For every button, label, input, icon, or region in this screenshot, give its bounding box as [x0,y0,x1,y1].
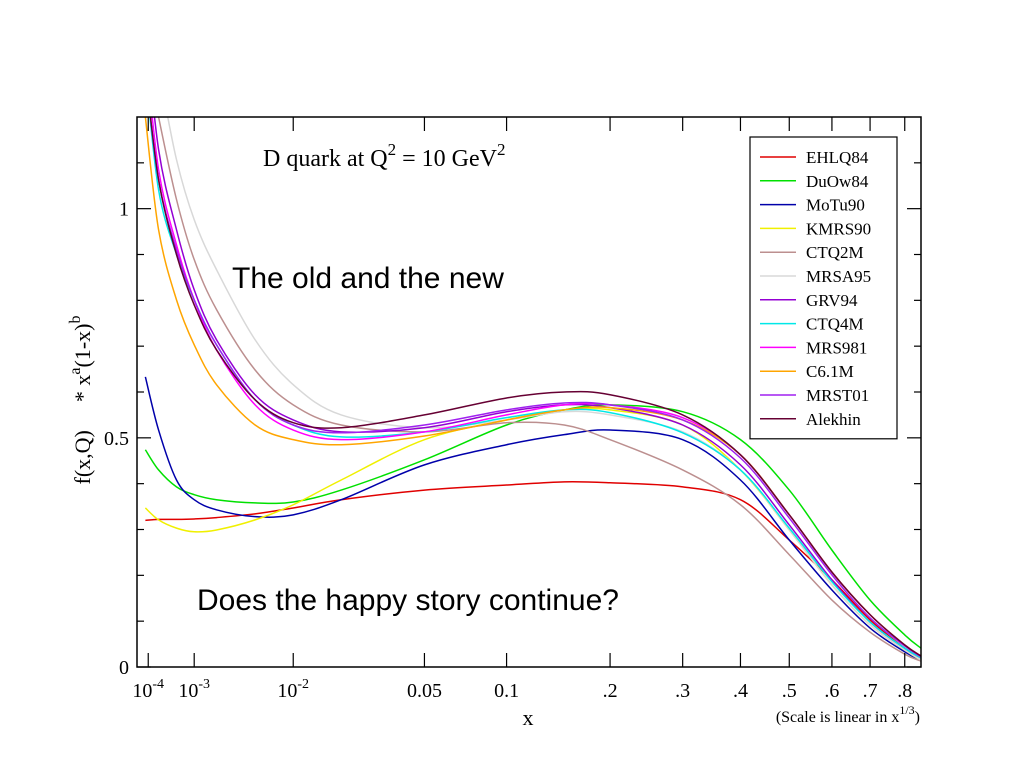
legend: EHLQ84 DuOw84 MoTu90 KMRS90 CTQ2M MRSA95 GRV94… [749,136,898,440]
legend-box [749,136,898,440]
legend-label: GRV94 [806,291,858,310]
x-tick-label-part: .2 [603,680,618,702]
ylabel-part: (1-x) [70,324,95,368]
x-tick-label-exponent: -3 [198,677,210,692]
legend-label: MRST01 [806,386,869,405]
legend-label: CTQ2M [806,243,864,262]
x-tick-label: 10-4 [132,677,164,702]
x-tick-label-part: .3 [675,680,690,702]
x-tick-label-part: .7 [863,680,878,702]
x-tick-label: 10-2 [277,677,309,702]
ylabel-part: a [67,368,84,375]
x-tick-label: .6 [824,680,839,702]
x-tick-label-exponent: -2 [297,677,309,692]
x-tick-label-part: 10 [178,680,198,702]
y-tick-label: 0 [119,657,129,679]
ylabel-part: b [67,316,84,324]
title-part: 2 [497,140,506,159]
ylabel-part: f(x,Q) [70,430,95,484]
x-tick-label: .5 [782,680,797,702]
ylabel-part: * x [70,375,95,403]
note-part: 1/3 [899,703,914,717]
x-tick-label: .3 [675,680,690,702]
legend-label: Alekhin [806,410,861,429]
legend-label: KMRS90 [806,219,871,238]
legend-label: MoTu90 [806,196,865,215]
x-axis-label: x [523,705,534,730]
note-part: (Scale is linear in x [776,709,900,726]
legend-label: C6.1M [806,362,854,381]
annotation: Does the happy story continue? [197,584,619,617]
plot-lines [144,117,921,662]
y-tick-label: 0.5 [104,428,129,450]
legend-label: DuOw84 [806,172,869,191]
series-line [153,117,921,659]
x-tick-label: 10-3 [178,677,210,702]
x-tick-label-part: .5 [782,680,797,702]
x-tick-label-part: .6 [824,680,839,702]
x-tick-label: 0.05 [407,680,442,702]
x-tick-label: .8 [897,680,912,702]
series-line [144,404,921,649]
note-part: ) [915,709,920,726]
annotation: The old and the new [232,262,504,295]
series-line [149,117,921,658]
x-tick-label-part: 10 [277,680,297,702]
x-tick-label: 0.1 [494,680,519,702]
series-line [144,376,921,661]
legend-label: EHLQ84 [806,148,869,167]
series-line [145,480,921,659]
y-axis-label: f(x,Q) * xa(1-x)b [67,316,95,485]
x-tick-label-part: .4 [733,680,748,702]
x-axis-note: (Scale is linear in x1/3) [776,703,920,726]
x-tick-label: .4 [733,680,748,702]
title-part: = 10 GeV [396,146,498,172]
title-part: 2 [388,140,397,159]
legend-label: MRSA95 [806,267,871,286]
legend-label: MRS981 [806,338,867,357]
x-tick-label-exponent: -4 [152,677,164,692]
legend-label: CTQ4M [806,315,864,334]
x-tick-label-part: .8 [897,680,912,702]
series-line [149,117,921,657]
x-tick-label-part: 10 [132,680,152,702]
x-tick-label: .2 [603,680,618,702]
x-tick-label: .7 [863,680,878,702]
chart-title: D quark at Q2 = 10 GeV2 [263,140,506,172]
series-line [157,117,921,662]
title-part: D quark at Q [263,146,388,172]
y-tick-label: 1 [119,199,129,221]
